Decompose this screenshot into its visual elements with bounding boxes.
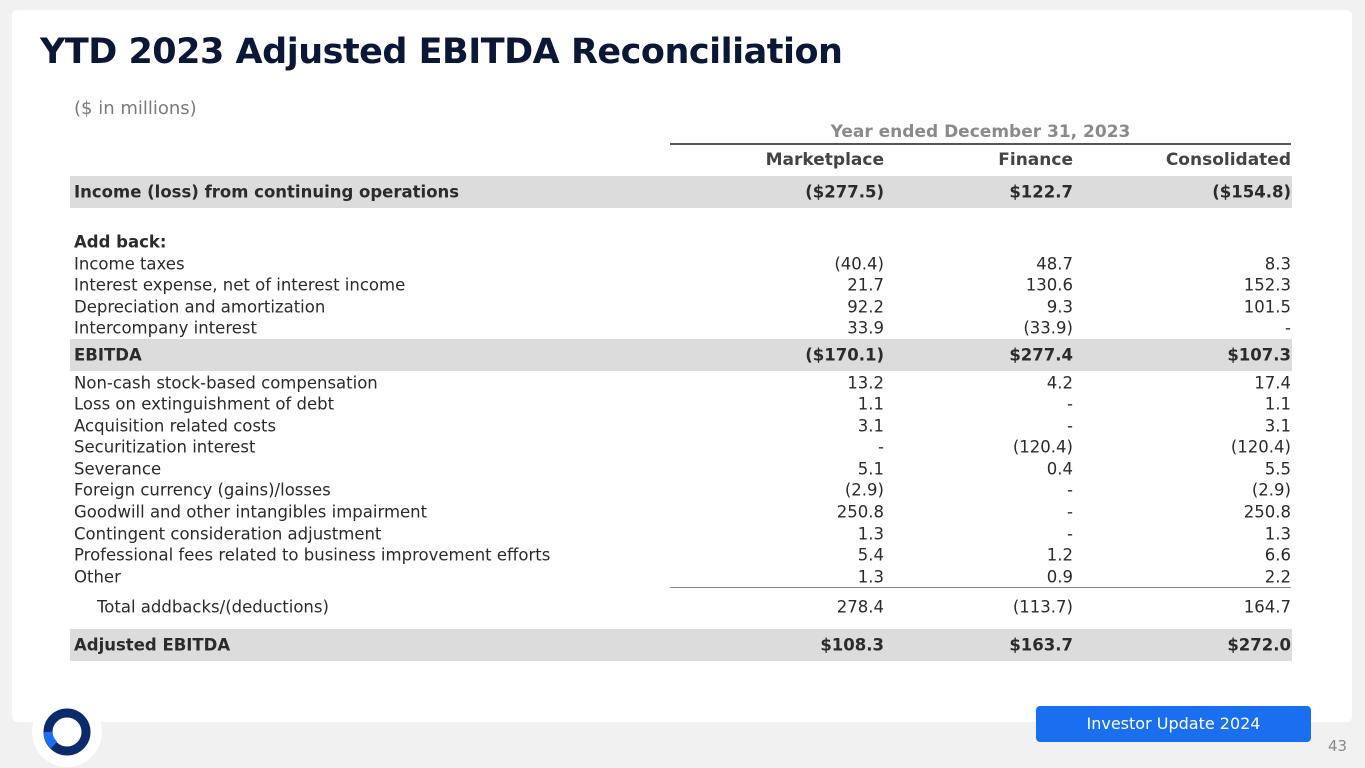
cell: $122.7 xyxy=(1009,182,1073,202)
total-rule xyxy=(670,587,1291,588)
row-band xyxy=(70,339,1292,371)
badge: Investor Update 2024 xyxy=(1036,706,1311,742)
cell: 1.3 xyxy=(857,567,884,587)
row-label: Foreign currency (gains)/losses xyxy=(74,480,331,500)
logo xyxy=(32,697,102,767)
cell: $272.0 xyxy=(1227,635,1291,655)
row-label: Loss on extinguishment of debt xyxy=(74,394,335,414)
cell: 278.4 xyxy=(836,597,884,617)
row-label: Adjusted EBITDA xyxy=(74,635,231,655)
cell: 13.2 xyxy=(847,373,884,393)
cell: 17.4 xyxy=(1254,373,1291,393)
row-label: Income taxes xyxy=(74,254,185,274)
row-label: Non-cash stock-based compensation xyxy=(74,373,378,393)
cell: 6.6 xyxy=(1264,545,1291,565)
cell: (2.9) xyxy=(844,480,884,500)
cell: - xyxy=(878,437,884,457)
cell: 250.8 xyxy=(836,502,884,522)
cell: (113.7) xyxy=(1012,597,1073,617)
cell: 5.4 xyxy=(857,545,884,565)
cell: 1.3 xyxy=(857,524,884,544)
group-header: Year ended December 31, 2023 xyxy=(830,122,1131,142)
row-label: Securitization interest xyxy=(74,437,256,457)
row-label: Acquisition related costs xyxy=(74,416,277,436)
row-label: Contingent consideration adjustment xyxy=(74,524,382,544)
row-label: Income (loss) from continuing operations xyxy=(74,182,460,202)
cell: 1.1 xyxy=(857,394,884,414)
cell: (33.9) xyxy=(1023,318,1073,338)
row-label: Depreciation and amortization xyxy=(74,297,326,317)
row-label: Goodwill and other intangibles impairmen… xyxy=(74,502,428,522)
cell: (120.4) xyxy=(1012,437,1073,457)
cell: 101.5 xyxy=(1243,297,1291,317)
cell: 0.4 xyxy=(1046,459,1073,479)
cell: 92.2 xyxy=(847,297,884,317)
cell: $277.4 xyxy=(1009,345,1073,365)
cell: 8.3 xyxy=(1264,254,1291,274)
row-label: Total addbacks/(deductions) xyxy=(97,597,329,617)
cell: ($170.1) xyxy=(805,345,884,365)
row-label: Interest expense, net of interest income xyxy=(74,275,406,295)
cell: 9.3 xyxy=(1046,297,1073,317)
cell: (40.4) xyxy=(834,254,884,274)
cell: 164.7 xyxy=(1243,597,1291,617)
cell: 1.3 xyxy=(1264,524,1291,544)
cell: (120.4) xyxy=(1230,437,1291,457)
cell: 5.5 xyxy=(1264,459,1291,479)
cell: - xyxy=(1067,502,1073,522)
title: YTD 2023 Adjusted EBITDA Reconciliation xyxy=(40,32,843,72)
cell: 152.3 xyxy=(1243,275,1291,295)
row-label: Professional fees related to business im… xyxy=(74,545,551,565)
row-band xyxy=(70,629,1292,661)
cell: 5.1 xyxy=(857,459,884,479)
cell: 1.2 xyxy=(1046,545,1073,565)
cell: - xyxy=(1067,394,1073,414)
cell: 3.1 xyxy=(1264,416,1291,436)
cell: 4.2 xyxy=(1046,373,1073,393)
cell: $108.3 xyxy=(820,635,884,655)
cell: 33.9 xyxy=(847,318,884,338)
column-header: Marketplace xyxy=(765,150,884,170)
cell: 2.2 xyxy=(1264,567,1291,587)
cell: $107.3 xyxy=(1227,345,1291,365)
cell: 21.7 xyxy=(847,275,884,295)
cell: $163.7 xyxy=(1009,635,1073,655)
cell: - xyxy=(1067,480,1073,500)
cell: 3.1 xyxy=(857,416,884,436)
cell: ($277.5) xyxy=(805,182,884,202)
column-header: Finance xyxy=(998,150,1073,170)
cell: - xyxy=(1067,416,1073,436)
cell: 250.8 xyxy=(1243,502,1291,522)
cell: ($154.8) xyxy=(1212,182,1291,202)
cell: (2.9) xyxy=(1251,480,1291,500)
row-label: Intercompany interest xyxy=(74,318,257,338)
cell: 0.9 xyxy=(1046,567,1073,587)
row-label: EBITDA xyxy=(74,345,142,365)
cell: - xyxy=(1067,524,1073,544)
page-number: 43 xyxy=(1328,737,1348,755)
cell: - xyxy=(1285,318,1291,338)
row-band xyxy=(70,176,1292,208)
cell: 1.1 xyxy=(1264,394,1291,414)
column-header: Consolidated xyxy=(1165,150,1291,170)
row-label: Other xyxy=(74,567,121,587)
row-label: Severance xyxy=(74,459,162,479)
row-label: Add back: xyxy=(74,232,167,252)
subtitle: ($ in millions) xyxy=(74,98,197,119)
cell: 130.6 xyxy=(1025,275,1073,295)
cell: 48.7 xyxy=(1036,254,1073,274)
header-rule xyxy=(670,143,1291,145)
